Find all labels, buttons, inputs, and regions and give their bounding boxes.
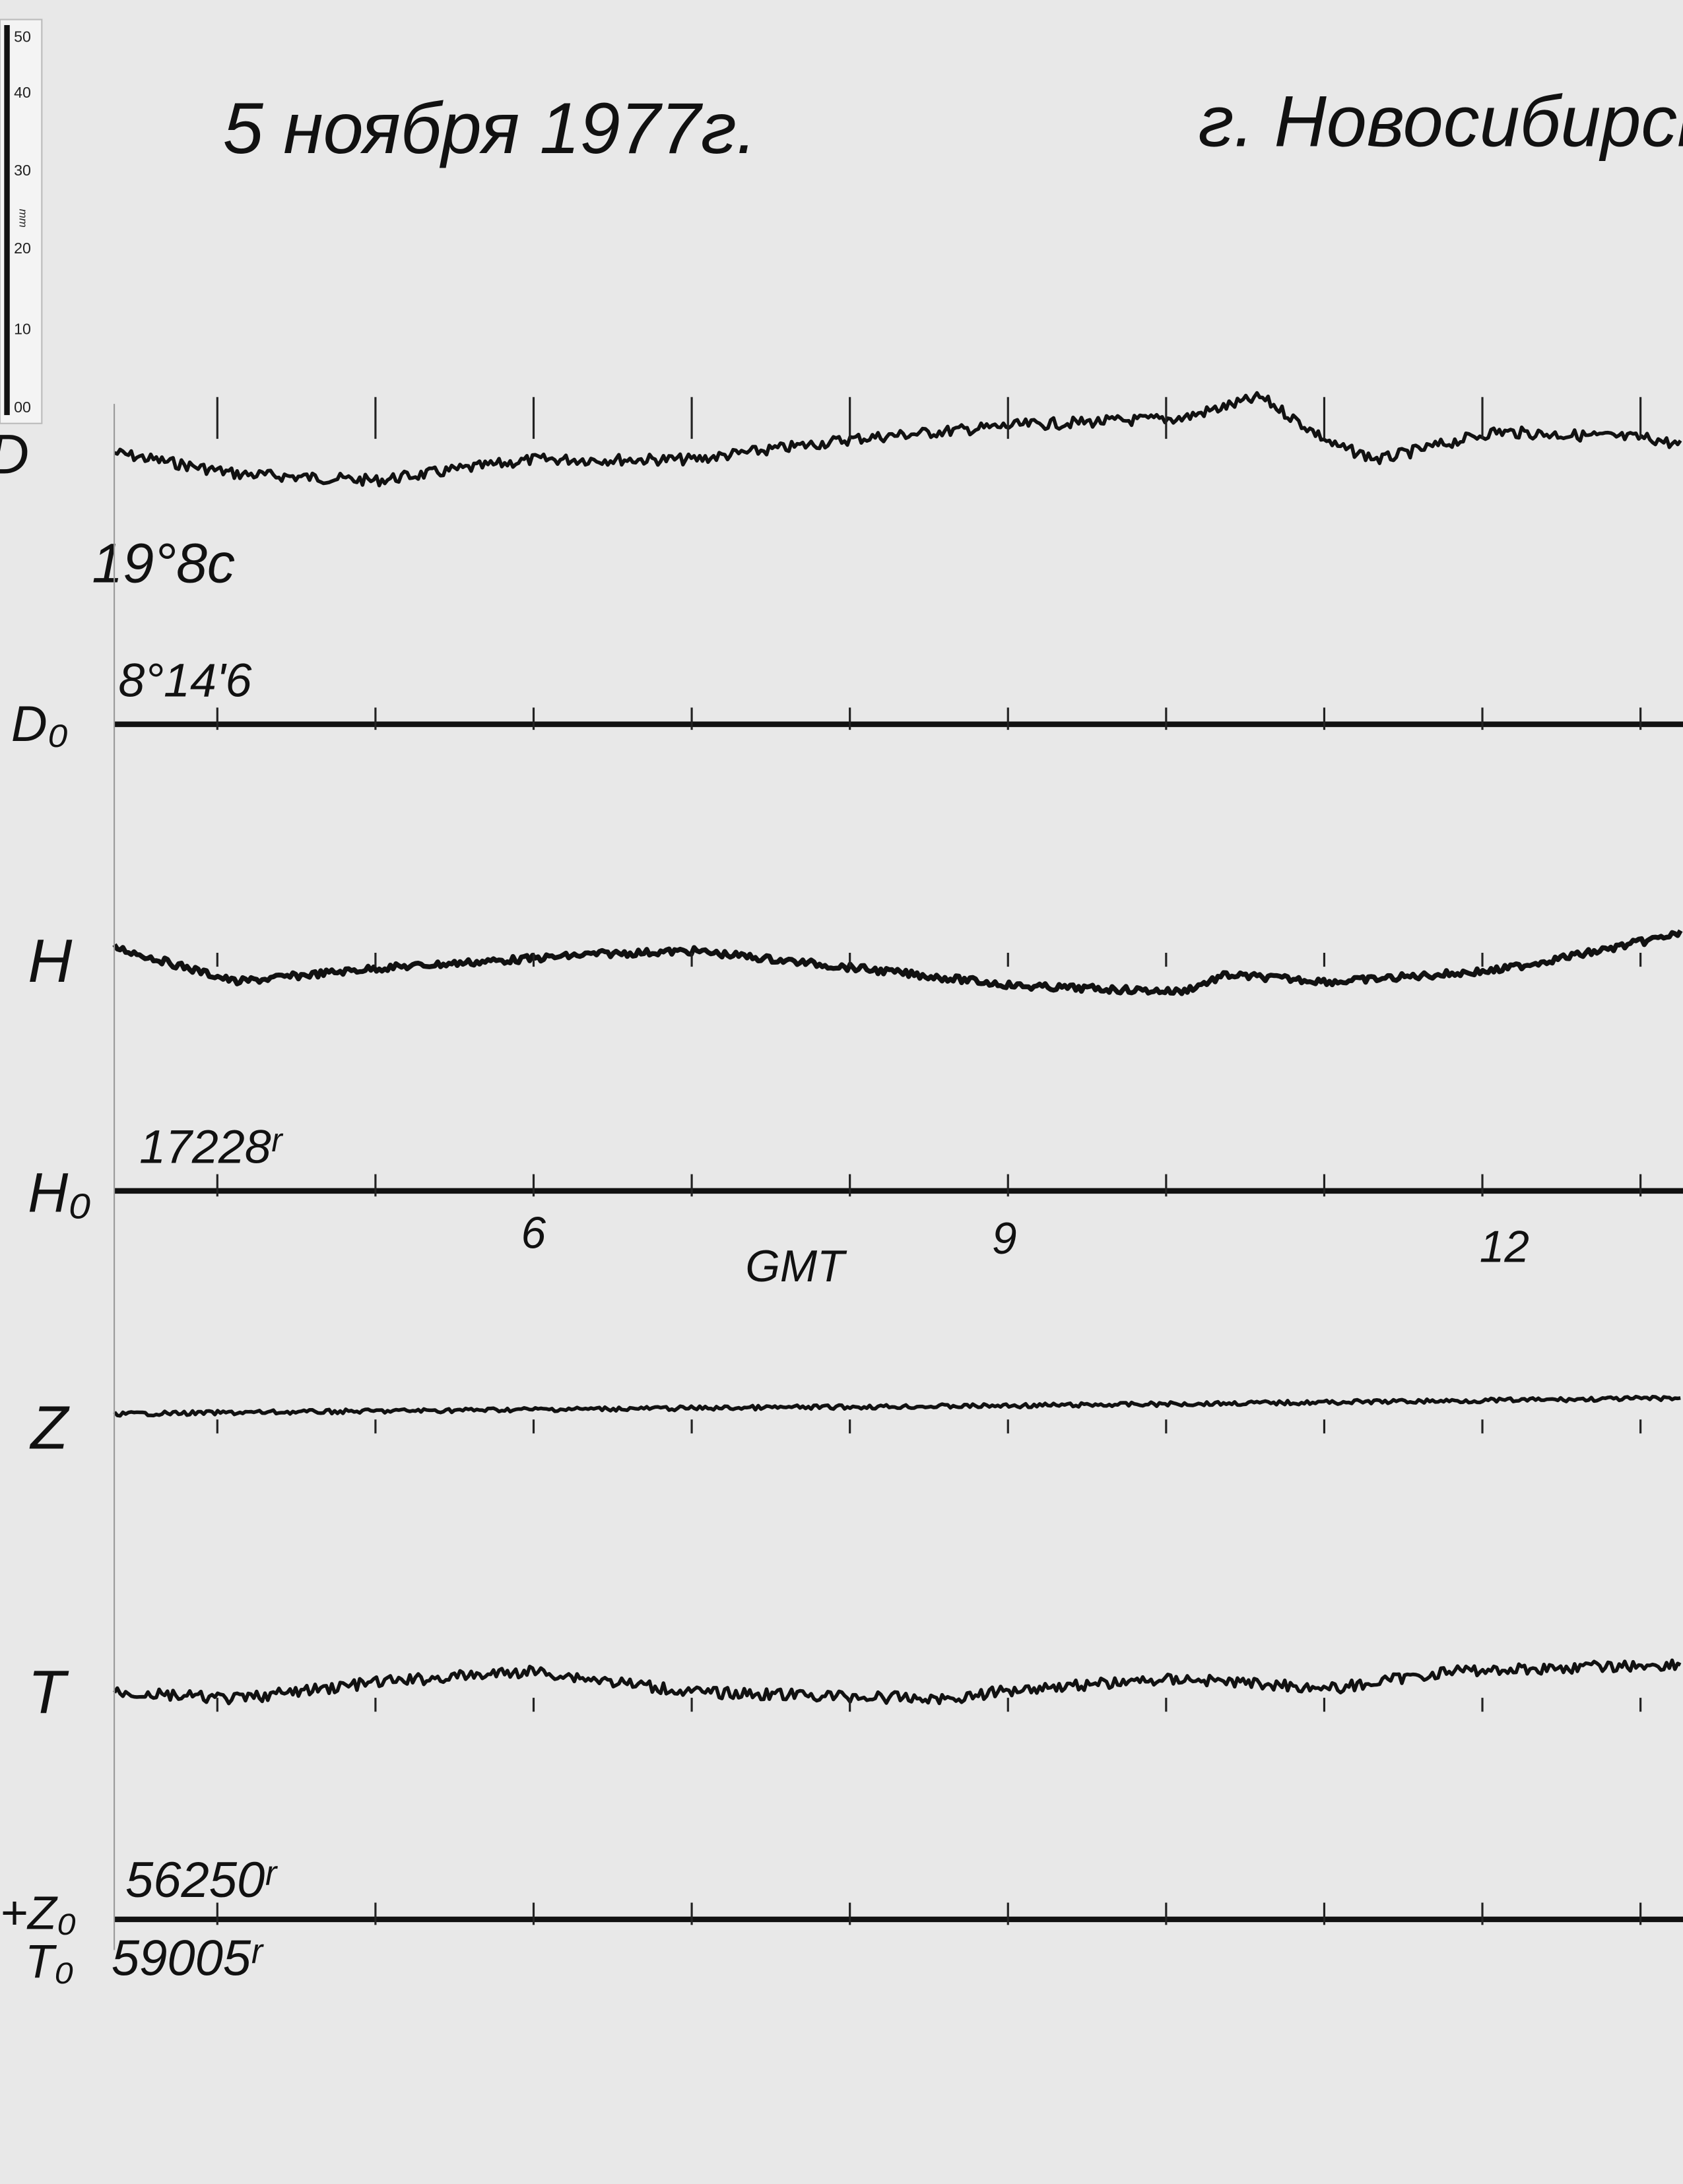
label-H: H xyxy=(28,926,73,995)
mm-ruler: 50 40 30 mm 20 10 00 xyxy=(0,18,43,424)
ruler-tick-00: 00 xyxy=(14,399,31,416)
label-T0: T₀ xyxy=(25,1936,74,1989)
ruler-tick-50: 50 xyxy=(14,28,31,45)
value-T0: 59005ʳ xyxy=(112,1930,264,1986)
label-D-scale: 19°8с xyxy=(92,532,235,594)
value-Z0: 56250ʳ xyxy=(125,1852,278,1908)
trace-D xyxy=(114,391,1682,488)
hour-label-12: 12 xyxy=(1480,1223,1529,1272)
value-H0: 17228ʳ xyxy=(139,1121,284,1174)
hour-label-9: 9 xyxy=(992,1214,1017,1264)
ruler-unit: mm xyxy=(17,209,30,228)
label-D0: D₀ xyxy=(11,696,69,752)
ruler-tick-30: 30 xyxy=(14,162,31,179)
value-D0: 8°14'6 xyxy=(118,654,251,707)
label-Z0: +Z₀ xyxy=(0,1887,77,1940)
time-axis-label: GMT xyxy=(745,1242,847,1291)
hour-label-6: 6 xyxy=(521,1208,546,1258)
ruler-tick-10: 10 xyxy=(14,321,31,338)
station-name: г. Новосибирск( xyxy=(1198,82,1683,162)
label-Z: Z xyxy=(29,1393,70,1461)
label-H0: H₀ xyxy=(28,1162,92,1224)
chart-title-date: 5 ноября 1977г. xyxy=(223,88,757,169)
trace-H xyxy=(112,929,1683,996)
ruler-tick-40: 40 xyxy=(14,84,31,101)
label-D: D xyxy=(0,424,29,486)
trace-Z xyxy=(113,1394,1681,1418)
trace-T xyxy=(113,1658,1682,1706)
ruler-tick-20: 20 xyxy=(14,240,31,257)
label-T: T xyxy=(28,1657,69,1726)
